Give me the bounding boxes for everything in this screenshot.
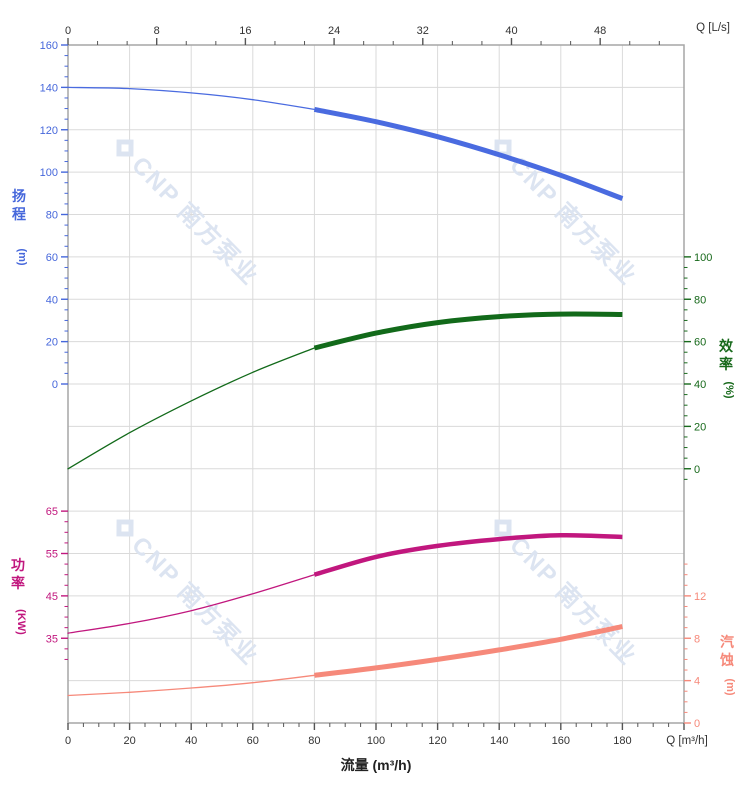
power-tick-label: 55	[46, 549, 58, 561]
head-axis-title: 扬程 (m)	[12, 188, 28, 266]
bottom-axis-unit-label: Q [m³/h]	[666, 735, 708, 747]
svg-text:功: 功	[11, 557, 25, 573]
head-tick-label: 160	[40, 40, 58, 52]
head-curve-base	[67, 86, 316, 111]
head-tick-label: 120	[40, 125, 58, 137]
svg-text:程: 程	[12, 206, 26, 222]
bottom-tick-label: 20	[123, 735, 135, 747]
head-curve	[67, 86, 624, 201]
svg-text:(%): (%)	[723, 381, 735, 398]
efficiency-tick-label: 60	[694, 337, 706, 349]
svg-text:CNP 南方泵业: CNP 南方泵业	[504, 531, 642, 671]
bottom-tick-label: 180	[613, 735, 631, 747]
npsh-tick-label: 12	[694, 591, 706, 603]
npsh-tick-label: 8	[694, 633, 700, 645]
bottom-tick-label: 120	[428, 735, 446, 747]
svg-text:率: 率	[719, 356, 733, 372]
svg-text:(KW): (KW)	[15, 609, 27, 635]
efficiency-curve-rated	[313, 311, 623, 351]
efficiency-tick-label: 80	[694, 294, 706, 306]
head-axis: 160 140 120 100 80 60 40 20 0 扬程 (m)	[12, 40, 68, 391]
svg-text:率: 率	[11, 575, 25, 591]
power-tick-label: 45	[46, 591, 58, 603]
head-tick-label: 100	[40, 167, 58, 179]
svg-text:(m): (m)	[724, 678, 736, 695]
power-curve-rated	[313, 532, 623, 577]
svg-text:CNP 南方泵业: CNP 南方泵业	[126, 531, 264, 671]
head-tick-label: 60	[46, 252, 58, 264]
svg-text:蚀: 蚀	[719, 652, 734, 668]
efficiency-tick-label: 20	[694, 421, 706, 433]
head-tick-label: 80	[46, 210, 58, 222]
top-tick-label: 40	[505, 25, 517, 37]
head-tick-label: 0	[52, 379, 58, 391]
efficiency-tick-label: 40	[694, 379, 706, 391]
bottom-tick-label: 60	[247, 735, 259, 747]
power-axis-title: 功率 (KW)	[11, 557, 27, 635]
npsh-curve-rated	[314, 624, 623, 678]
head-tick-label: 140	[40, 82, 58, 94]
svg-text:汽: 汽	[720, 634, 734, 650]
top-tick-label: 48	[594, 25, 606, 37]
power-curve-base	[67, 574, 316, 634]
cnp-watermark: CNP 南方泵业	[494, 139, 643, 291]
top-tick-label: 16	[239, 25, 251, 37]
power-tick-label: 35	[46, 633, 58, 645]
svg-text:扬: 扬	[12, 188, 26, 204]
efficiency-tick-label: 0	[694, 464, 700, 476]
top-tick-label: 32	[417, 25, 429, 37]
grid	[68, 45, 684, 723]
efficiency-curve-base	[67, 347, 316, 470]
bottom-tick-label: 80	[308, 735, 320, 747]
npsh-tick-label: 4	[694, 676, 700, 688]
npsh-tick-label: 0	[694, 718, 700, 730]
top-tick-label: 24	[328, 25, 340, 37]
x-axis-title: 流量 (m³/h)	[341, 757, 412, 773]
npsh-axis-title: 汽蚀 (m)	[719, 634, 736, 696]
top-tick-label: 8	[154, 25, 160, 37]
bottom-tick-label: 140	[490, 735, 508, 747]
svg-text:效: 效	[719, 338, 734, 354]
efficiency-axis-title: 效率 (%)	[719, 338, 735, 399]
top-axis: 0 8 16 24 32 40 48 Q [L/s]	[65, 22, 730, 45]
top-tick-label: 0	[65, 25, 71, 37]
bottom-axis: 0 20 40 60 80 100 120 140 160 180 Q [m³/h] 流量 (m³/h…	[65, 723, 708, 773]
npsh-axis: 12 8 4 0 汽蚀 (m)	[684, 563, 736, 730]
npsh-curve-base	[67, 674, 316, 697]
power-curve	[67, 532, 623, 634]
bottom-tick-label: 160	[552, 735, 570, 747]
bottom-tick-label: 40	[185, 735, 197, 747]
power-tick-label: 65	[46, 506, 58, 518]
head-curve-rated	[313, 106, 624, 201]
npsh-curve	[67, 624, 623, 697]
efficiency-axis: 100 80 60 40 20 0 效率 (%)	[684, 252, 735, 480]
efficiency-curve	[67, 311, 623, 470]
head-tick-label: 40	[46, 294, 58, 306]
efficiency-tick-label: 100	[694, 252, 712, 264]
top-axis-unit-label: Q [L/s]	[696, 22, 730, 34]
power-axis: 65 55 45 35 功率 (KW)	[11, 506, 68, 660]
bottom-tick-label: 100	[367, 735, 385, 747]
head-tick-label: 20	[46, 337, 58, 349]
bottom-tick-label: 0	[65, 735, 71, 747]
svg-text:(m): (m)	[16, 248, 28, 265]
